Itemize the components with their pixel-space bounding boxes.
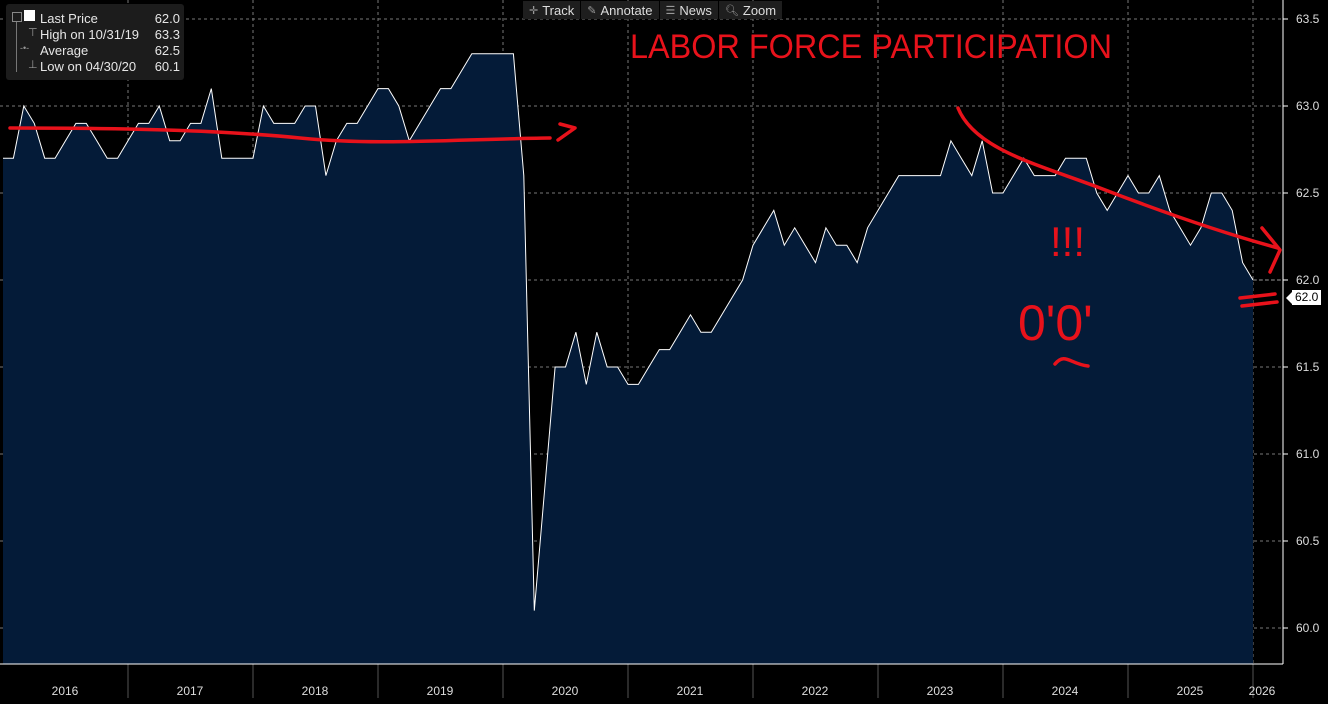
flat-trend-arrow bbox=[8, 122, 577, 144]
zoom-label: Zoom bbox=[742, 2, 777, 18]
legend-high: High on 10/31/19 63.3 bbox=[40, 27, 180, 43]
low-marker-icon: ⊥ bbox=[28, 59, 38, 71]
legend-low: Low on 04/30/20 60.1 bbox=[40, 59, 180, 75]
x-tick-label: 2018 bbox=[302, 684, 329, 698]
x-tick-label: 2017 bbox=[177, 684, 204, 698]
tree-line bbox=[16, 22, 21, 72]
y-tick-label: 61.5 bbox=[1296, 360, 1320, 374]
x-tick-label: 2025 bbox=[1177, 684, 1204, 698]
annotate-label: Annotate bbox=[600, 2, 653, 18]
news-button[interactable]: ☰ News bbox=[660, 1, 719, 19]
x-tick-label: 2020 bbox=[552, 684, 579, 698]
x-tick-label: 2016 bbox=[52, 684, 79, 698]
equals-mark bbox=[1238, 292, 1279, 308]
area-fill bbox=[3, 53, 1253, 665]
series-line bbox=[3, 53, 1254, 611]
y-tick-label: 60.0 bbox=[1296, 621, 1320, 635]
high-value: 63.3 bbox=[154, 27, 180, 42]
legend-last: Last Price 62.0 bbox=[40, 11, 180, 27]
last-label: Last Price bbox=[40, 11, 98, 26]
x-tick-label: 2021 bbox=[677, 684, 704, 698]
zoom-button[interactable]: 🔍︎ Zoom bbox=[719, 1, 784, 19]
news-label: News bbox=[679, 2, 712, 18]
y-tick-label: 62.5 bbox=[1296, 186, 1320, 200]
series-swatch-icon bbox=[24, 10, 35, 21]
average-marker-icon: -•- bbox=[20, 43, 30, 53]
y-tick-label: 61.0 bbox=[1296, 447, 1320, 461]
annotation-face: 0'0' bbox=[1018, 295, 1093, 351]
average-value: 62.5 bbox=[154, 43, 180, 58]
y-tick-label: 63.0 bbox=[1296, 99, 1320, 113]
x-tick-label: 2023 bbox=[927, 684, 954, 698]
annotation-title: LABOR FORCE PARTICIPATION bbox=[630, 28, 1112, 66]
hand-annotations bbox=[8, 106, 1282, 368]
annotate-button[interactable]: ✎ Annotate bbox=[581, 1, 660, 19]
high-marker-icon: ⊤ bbox=[28, 27, 38, 39]
legend: ⊤ -•- ⊥ Last Price 62.0 High on 10/31/19 6… bbox=[6, 4, 184, 80]
y-tick-label: 60.5 bbox=[1296, 534, 1320, 548]
x-tick-label: 2024 bbox=[1052, 684, 1079, 698]
x-tick-label: 2026 bbox=[1249, 684, 1276, 698]
low-value: 60.1 bbox=[154, 59, 180, 74]
collapse-icon[interactable] bbox=[12, 12, 22, 22]
magnifier-icon: 🔍︎ bbox=[724, 4, 739, 17]
y-tick-label: 62.0 bbox=[1296, 273, 1320, 287]
crosshair-icon: ✛ bbox=[529, 4, 539, 17]
face-mouth bbox=[1053, 357, 1090, 368]
average-label: Average bbox=[40, 43, 89, 58]
high-label: High on 10/31/19 bbox=[40, 27, 140, 42]
last-value-tag: 62.0 bbox=[1285, 290, 1322, 305]
news-icon: ☰ bbox=[665, 4, 676, 17]
last-value: 62.0 bbox=[154, 11, 180, 26]
low-label: Low on 04/30/20 bbox=[40, 59, 137, 74]
pencil-icon: ✎ bbox=[587, 4, 597, 17]
legend-average: Average 62.5 bbox=[40, 43, 180, 59]
x-tick-label: 2019 bbox=[427, 684, 454, 698]
annotation-exclaim: !!! bbox=[1050, 218, 1085, 265]
chart-toolbar: ✛ Track ✎ Annotate ☰ News 🔍︎ Zoom bbox=[523, 1, 784, 19]
track-label: Track bbox=[542, 2, 575, 18]
x-tick-label: 2022 bbox=[802, 684, 829, 698]
track-button[interactable]: ✛ Track bbox=[523, 1, 582, 19]
down-trend-arrow bbox=[956, 106, 1282, 274]
y-tick-label: 63.5 bbox=[1296, 12, 1320, 26]
